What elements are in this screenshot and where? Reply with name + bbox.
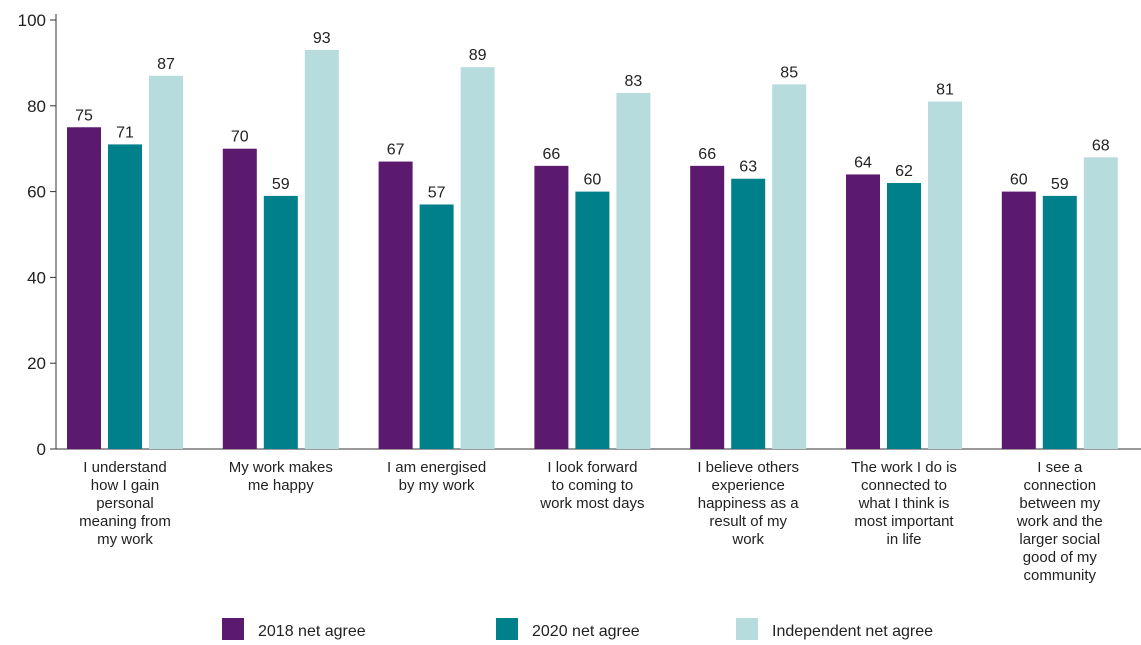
bar: [149, 75, 183, 450]
legend-swatch: [222, 618, 244, 640]
bar: [419, 204, 454, 449]
bar: [460, 67, 495, 449]
legend-label: 2018 net agree: [258, 623, 366, 640]
bar-value-label: 66: [543, 146, 561, 163]
bars: [67, 50, 1118, 450]
x-category-label: I believe others experience happiness as a…: [697, 459, 799, 548]
bar-value-label: 60: [584, 172, 602, 189]
x-category-label: I am energised by my work: [387, 459, 486, 494]
bar: [108, 144, 142, 449]
bar-value-label: 68: [1092, 137, 1110, 154]
bar: [846, 174, 880, 449]
y-tick-label: 40: [27, 268, 46, 287]
legend: 2018 net agree 2020 net agree Independent …: [222, 618, 933, 640]
bar-value-label: 70: [231, 129, 249, 146]
bar-value-label: 75: [75, 107, 93, 124]
bar: [263, 195, 298, 449]
bar: [67, 127, 101, 449]
x-category-label: I look forward to coming to work most days: [539, 459, 644, 512]
bar-value-label: 87: [157, 56, 175, 73]
bar-value-label: 57: [428, 184, 446, 201]
x-category-label: I understand how I gain personal meaning fr…: [79, 459, 171, 548]
bar: [1001, 191, 1036, 449]
bar: [731, 178, 766, 450]
bar-value-label: 89: [469, 47, 487, 64]
bar: [304, 50, 339, 449]
category-labels: I understand how I gain personal meaning fr…: [79, 459, 1103, 584]
bar: [616, 92, 651, 450]
value-labels: 75 71 87 70 59 93 67 57 89 66 60 83 66 63 85 64 62 81 60 59…: [75, 30, 1110, 201]
bar-value-label: 60: [1010, 172, 1028, 189]
bar: [378, 161, 413, 449]
bar-value-label: 81: [936, 82, 954, 99]
legend-swatch: [496, 618, 518, 640]
bar: [222, 148, 257, 449]
bar: [690, 165, 725, 450]
bar-value-label: 66: [698, 146, 716, 163]
y-tick-label: 100: [18, 11, 46, 30]
x-category-label: I see a connection between my work and the l…: [1016, 459, 1103, 584]
bar: [534, 165, 569, 450]
x-category-label: My work makes me happy: [229, 459, 333, 494]
bar-value-label: 62: [895, 163, 913, 180]
legend-swatch: [736, 618, 758, 640]
bar: [1083, 157, 1118, 449]
bar: [887, 183, 921, 449]
bar: [1042, 195, 1077, 449]
y-tick-label: 80: [27, 97, 46, 116]
x-category-label: The work I do is connected to what I think…: [851, 459, 957, 548]
bar-value-label: 59: [1051, 176, 1069, 193]
bar-value-label: 85: [780, 64, 798, 81]
bar-value-label: 59: [272, 176, 290, 193]
bar-value-label: 83: [625, 73, 643, 90]
bar: [772, 84, 807, 449]
bar: [575, 191, 610, 449]
y-tick-label: 20: [27, 354, 46, 373]
legend-label: Independent net agree: [772, 623, 933, 640]
legend-label: 2020 net agree: [532, 623, 640, 640]
bar-value-label: 64: [854, 154, 872, 171]
y-tick-label: 60: [27, 183, 46, 202]
bar: [928, 101, 962, 449]
y-tick-label: 0: [37, 440, 46, 459]
bar-value-label: 63: [739, 159, 757, 176]
bar-value-label: 67: [387, 142, 405, 159]
bar-value-label: 93: [313, 30, 331, 47]
bar-value-label: 71: [116, 124, 134, 141]
